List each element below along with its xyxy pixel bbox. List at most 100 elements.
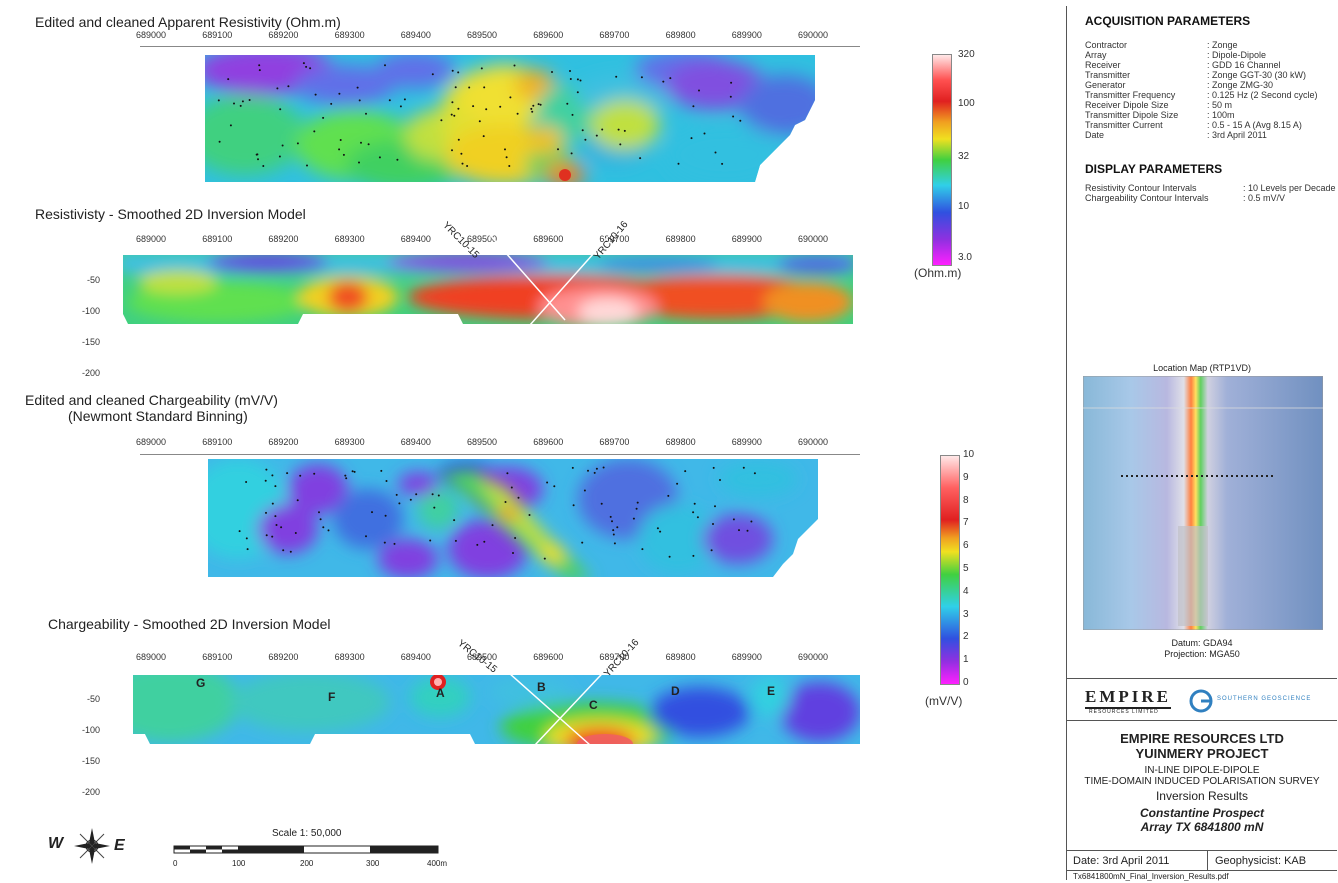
drillhole-yrc10-16-trace [534,659,616,746]
anomaly-label-e: E [767,684,776,698]
survey-point [454,86,457,89]
scale-tick: 0 [173,859,178,868]
survey-point [732,518,735,521]
res-cbar-tick: 100 [958,98,975,109]
survey-point [245,481,248,483]
param-row: Generator: Zonge ZMG-30 [1085,80,1318,90]
survey-point [306,164,308,167]
survey-point [380,469,383,472]
param-value: : Zonge GGT-30 (30 kW) [1207,70,1307,80]
survey-point [739,119,742,122]
survey-point [571,466,574,469]
param-row: Date: 3rd April 2011 [1085,130,1318,140]
survey-point [384,514,387,517]
survey-point [572,504,575,507]
survey-point [730,81,733,84]
survey-point [472,105,475,108]
param-row: Transmitter Dipole Size: 100m [1085,110,1318,120]
survey-point [457,71,460,74]
survey-point [712,466,715,469]
survey-point [345,477,348,480]
survey-point [305,65,308,68]
x-tick-label: 690000 [798,234,829,244]
y-tick-label: -150 [81,337,100,347]
survey-point [271,535,274,538]
charge-pseudosection [208,459,818,577]
x-tick-label: 689800 [665,30,696,40]
survey-point [399,105,402,108]
survey-point [451,101,454,104]
x-axis-line [140,46,860,47]
survey-point [265,534,268,537]
param-row: Resistivity Contour Intervals: 10 Levels… [1085,183,1336,193]
x-tick-label: 689300 [334,234,365,244]
param-value: : Zonge [1207,40,1238,50]
survey-point [504,148,506,151]
survey-point [217,99,220,102]
anomaly-label-b: B [537,680,546,694]
location-map-title: Location Map (RTP1VD) [1153,363,1251,373]
survey-point [275,524,278,526]
survey-point [617,128,620,131]
x-tick-label: 689400 [400,437,431,447]
survey-point [595,467,598,470]
survey-point [358,99,361,102]
charge-cbar-tick: 0 [963,677,969,688]
survey-point [677,162,680,165]
charge-inversion-section [133,675,860,744]
survey-point [279,108,282,111]
x-tick-label: 689800 [665,652,696,662]
survey-point [278,155,281,158]
x-tick-label: 689600 [533,234,564,244]
survey-point [504,501,507,503]
compass-rose-icon [74,828,110,864]
date-label: Date: 3rd April 2011 [1073,855,1170,867]
x-tick-label: 689600 [533,30,564,40]
survey-point [257,158,259,161]
param-value: : GDD 16 Channel [1207,60,1281,70]
drillhole-traces [499,659,616,746]
res-cbar-tick: 3.0 [958,252,972,263]
survey-point [239,104,242,107]
survey-point [537,103,540,106]
survey-point [539,103,542,106]
survey-point [319,518,322,521]
x-tick-label: 689400 [400,234,431,244]
survey-point [508,165,511,167]
survey-point [415,493,418,496]
x-tick-label: 689700 [599,652,630,662]
x-tick-label: 689100 [202,234,233,244]
datum-label: Datum: GDA94 [1171,638,1233,648]
survey-point [433,506,436,509]
survey-point [693,502,696,505]
survey-point [365,535,367,538]
x-tick-label: 689800 [665,437,696,447]
y-tick-label: -200 [81,787,100,797]
display-params: Resistivity Contour Intervals: 10 Levels… [1085,183,1336,203]
x-tick-label: 689300 [334,652,365,662]
charge-cbar-tick: 8 [963,494,969,506]
survey-type-2: TIME-DOMAIN INDUCED POLARISATION SURVEY [1084,776,1320,787]
x-tick-label: 689100 [202,652,233,662]
res-cbar-tick: 10 [958,201,970,212]
x-tick-label: 689300 [334,30,365,40]
survey-point [330,102,333,105]
param-value: : 100m [1207,110,1235,120]
param-value: : 3rd April 2011 [1207,130,1267,140]
survey-point [483,86,486,89]
app-res-title: Edited and cleaned Apparent Resistivity … [35,14,341,30]
survey-point [499,105,502,108]
param-row: Transmitter Frequency: 0.125 Hz (2 Secon… [1085,90,1318,100]
survey-point [516,112,519,115]
project-name: YUINMERY PROJECT [1135,746,1269,761]
survey-point [457,107,460,110]
empire-logo-sub: RESOURCES LIMITED [1089,709,1159,715]
x-tick-label: 689200 [268,234,299,244]
survey-point [322,116,325,119]
info-panel: ACQUISITION PARAMETERS Contractor: Zonge… [1066,6,1337,881]
survey-point [746,529,749,532]
drillhole-yrc10-16-trace [529,234,611,326]
survey-point [451,69,454,72]
x-tick-label: 689200 [268,30,299,40]
x-tick-label: 689200 [268,652,299,662]
